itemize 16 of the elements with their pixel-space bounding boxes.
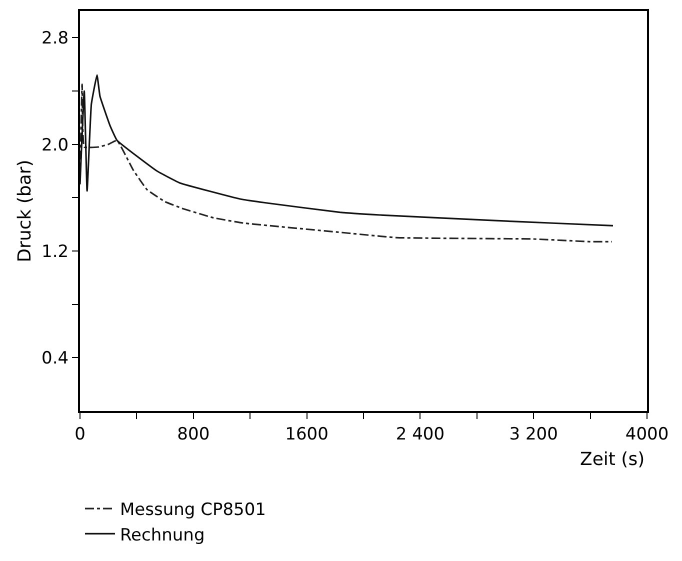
- x-tick-label: 1600: [285, 424, 328, 444]
- y-tick-label: 2.0: [42, 135, 69, 156]
- legend-label: Rechnung: [120, 525, 205, 546]
- x-tick-label: 2 400: [396, 424, 445, 444]
- line-series: [80, 74, 614, 226]
- x-tick-label: 0: [74, 424, 86, 444]
- x-tick-label: 4000: [625, 424, 669, 444]
- y-tick-label: 0.4: [42, 348, 69, 369]
- line-series: [80, 84, 613, 242]
- legend-label: Messung CP8501: [120, 500, 266, 520]
- y-tick-label: 1.2: [42, 242, 69, 262]
- x-axis-title: Zeit (s): [580, 449, 645, 470]
- y-tick-label: 2.8: [42, 28, 69, 49]
- y-axis-title: Druck (bar): [14, 160, 36, 262]
- x-tick-label: 3 200: [509, 424, 558, 444]
- x-tick-label: 800: [177, 424, 210, 444]
